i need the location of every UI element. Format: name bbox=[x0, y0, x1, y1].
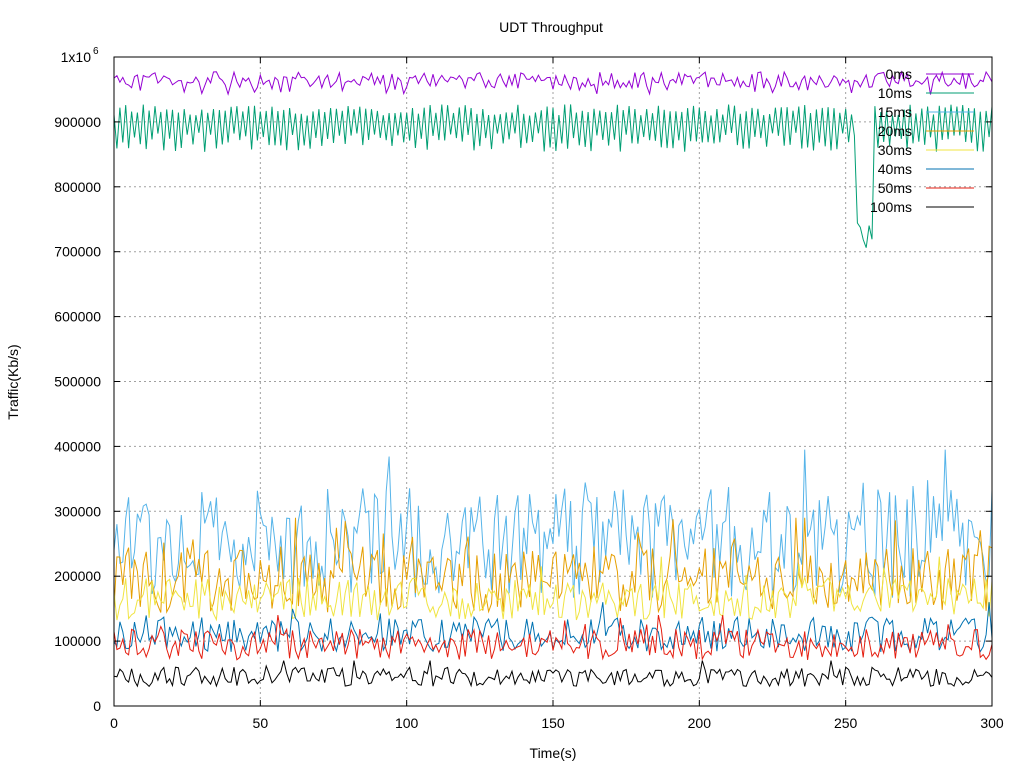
y-tick-label: 800000 bbox=[54, 179, 101, 195]
legend-label-20ms: 20ms bbox=[878, 123, 912, 139]
y-tick-label: 0 bbox=[93, 698, 101, 714]
y-tick-label: 200000 bbox=[54, 568, 101, 584]
grid-lines bbox=[114, 57, 992, 706]
plot-area bbox=[113, 70, 993, 688]
y-tick-top-exponent: 6 bbox=[93, 46, 99, 57]
y-tick-label-top: 1x10 6 bbox=[61, 46, 99, 65]
y-tick-label: 900000 bbox=[54, 114, 101, 130]
chart-title: UDT Throughput bbox=[499, 19, 603, 35]
x-tick-label: 200 bbox=[688, 715, 712, 731]
x-tick-label: 50 bbox=[253, 715, 269, 731]
legend-label-0ms: 0ms bbox=[886, 66, 912, 82]
series-line-10ms bbox=[113, 104, 993, 248]
legend: 0ms 10ms 15ms 20ms 30ms 40ms 50ms 100ms bbox=[870, 66, 974, 215]
y-tick-label: 600000 bbox=[54, 309, 101, 325]
series-line-100ms bbox=[113, 660, 993, 688]
y-tick-label: 100000 bbox=[54, 633, 101, 649]
y-tick-top-base: 1x10 bbox=[61, 49, 92, 65]
y-tick-label: 700000 bbox=[54, 244, 101, 260]
legend-label-10ms: 10ms bbox=[878, 85, 912, 101]
x-axis-label: Time(s) bbox=[530, 745, 577, 761]
x-tick-label: 300 bbox=[980, 715, 1004, 731]
y-axis-label: Traffic(Kb/s) bbox=[5, 344, 21, 419]
x-tick-label: 0 bbox=[110, 715, 118, 731]
legend-label-100ms: 100ms bbox=[870, 199, 912, 215]
legend-label-15ms: 15ms bbox=[878, 104, 912, 120]
series-line-30ms bbox=[113, 556, 993, 622]
x-tick-label: 250 bbox=[834, 715, 858, 731]
x-tick-label: 100 bbox=[395, 715, 419, 731]
series-line-50ms bbox=[113, 614, 993, 661]
y-tick-label: 400000 bbox=[54, 438, 101, 454]
y-tick-label: 500000 bbox=[54, 374, 101, 390]
legend-label-30ms: 30ms bbox=[878, 142, 912, 158]
series-line-20ms bbox=[113, 517, 993, 614]
y-tick-label: 300000 bbox=[54, 503, 101, 519]
x-tick-label: 150 bbox=[541, 715, 565, 731]
series-line-0ms bbox=[113, 70, 993, 96]
legend-label-40ms: 40ms bbox=[878, 161, 912, 177]
legend-label-50ms: 50ms bbox=[878, 180, 912, 196]
axis-ticks: 0 50 100 150 200 250 300 0 100000 200000 300000 400… bbox=[54, 56, 1004, 731]
